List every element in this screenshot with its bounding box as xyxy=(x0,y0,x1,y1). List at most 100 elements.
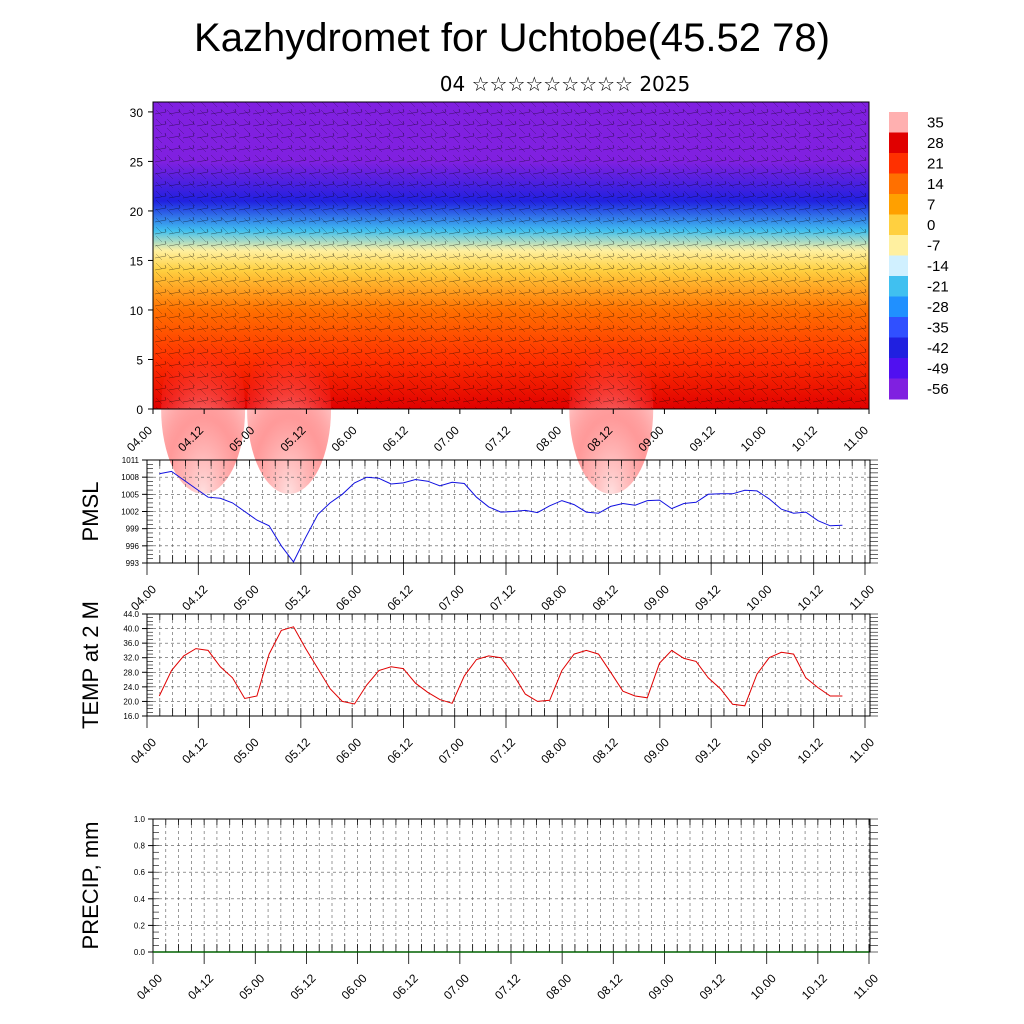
precip-xtick-label: 08.00 xyxy=(543,971,574,1002)
precip-xtick-label: 05.00 xyxy=(236,971,267,1002)
heatmap-xtick-label: 06.00 xyxy=(329,423,360,454)
chart-title: Kazhydromet for Uchtobe(45.52 78) xyxy=(194,16,830,60)
pmsl-xtick-label: 09.00 xyxy=(641,582,672,613)
precip-xtick-label: 06.00 xyxy=(339,971,370,1002)
temp-2m-xtick-label: 09.12 xyxy=(692,735,723,766)
temp-2m-ylabel: TEMP at 2 M xyxy=(78,601,103,729)
temp-2m-xtick-label: 07.12 xyxy=(487,735,518,766)
temp-2m-ytick-label: 16.0 xyxy=(123,712,139,721)
precip-xtick-label: 11.00 xyxy=(851,971,882,1002)
pmsl-xtick-label: 08.00 xyxy=(538,582,569,613)
precip-xtick-label: 08.12 xyxy=(594,971,625,1002)
colorbar-label: -35 xyxy=(927,319,949,336)
colorbar-label: 28 xyxy=(927,135,944,152)
pmsl-ytick-label: 1008 xyxy=(121,473,139,482)
heatmap-xtick-label: 07.00 xyxy=(431,423,462,454)
heatmap-ytick-label: 25 xyxy=(130,155,144,169)
temp-2m-ytick-label: 36.0 xyxy=(123,639,139,648)
heatmap-ytick-label: 30 xyxy=(130,106,144,120)
chart-subtitle: 04 ☆☆☆☆☆☆☆☆☆ 2025 xyxy=(439,72,691,96)
precip-ytick-label: 1.0 xyxy=(134,815,146,824)
pmsl-ytick-label: 996 xyxy=(126,542,140,551)
precip-xtick-label: 06.12 xyxy=(390,971,421,1002)
pmsl-frame xyxy=(146,459,871,564)
temp-2m-xtick-label: 10.12 xyxy=(795,735,826,766)
pmsl-xtick-label: 06.12 xyxy=(384,582,415,613)
temp-2m-xtick-label: 06.12 xyxy=(384,735,415,766)
temp-2m-ytick-label: 24.0 xyxy=(123,683,139,692)
pmsl-ytick-label: 999 xyxy=(126,525,140,534)
temp-2m-xtick-label: 05.12 xyxy=(282,735,313,766)
heatmap-xtick-label: 09.12 xyxy=(687,423,718,454)
colorbar-label: -14 xyxy=(927,258,949,275)
colorbar-label: -7 xyxy=(927,237,940,254)
colorbar-swatch xyxy=(889,194,908,215)
pmsl-xtick-label: 11.00 xyxy=(847,582,878,613)
colorbar-label: -21 xyxy=(927,278,949,295)
precip-ytick-label: 0.2 xyxy=(134,921,146,930)
pmsl-xtick-label: 04.00 xyxy=(128,582,159,613)
pmsl-line xyxy=(159,470,843,563)
colorbar-swatch xyxy=(889,296,908,318)
pmsl-xtick-label: 06.00 xyxy=(333,582,364,613)
temp-2m-xtick-label: 11.00 xyxy=(847,735,878,766)
heatmap-xtick-label: 08.00 xyxy=(533,423,564,454)
temp-2m-xtick-label: 08.12 xyxy=(590,735,621,766)
temp-2m-xtick-label: 04.12 xyxy=(179,735,210,766)
pmsl-ytick-label: 993 xyxy=(126,559,140,568)
temp-2m-line xyxy=(158,626,843,707)
colorbar-swatch xyxy=(889,132,908,154)
temp-2m-xtick-label: 04.00 xyxy=(128,735,159,766)
colorbar-swatch xyxy=(889,378,908,400)
precip-xtick-label: 05.12 xyxy=(287,971,318,1002)
precip-xtick-label: 09.12 xyxy=(697,971,728,1002)
temp-2m-frame xyxy=(146,613,871,717)
temp-2m-ytick-label: 32.0 xyxy=(123,654,139,663)
heatmap-xtick-label: 10.00 xyxy=(738,423,769,454)
pmsl-ytick-label: 1005 xyxy=(121,490,139,499)
pmsl-xtick-label: 07.00 xyxy=(436,582,467,613)
colorbar-label: -42 xyxy=(927,340,949,357)
heatmap-xtick-label: 04.00 xyxy=(124,423,155,454)
heatmap-ytick-label: 0 xyxy=(136,403,143,417)
colorbar-swatch xyxy=(889,337,908,359)
temp-2m-ytick-label: 28.0 xyxy=(123,668,139,677)
precip-ytick-label: 0.0 xyxy=(134,948,146,957)
precip-xtick-label: 04.00 xyxy=(134,971,165,1002)
colorbar-swatch xyxy=(889,358,908,379)
heatmap-xtick-label: 11.00 xyxy=(841,423,872,454)
temp-2m-xtick-label: 07.00 xyxy=(436,735,467,766)
colorbar-label: -56 xyxy=(927,381,949,398)
pmsl-xtick-label: 05.00 xyxy=(231,582,262,613)
precip-ylabel: PRECIP, mm xyxy=(78,822,103,950)
precip-ytick-label: 0.4 xyxy=(134,895,146,904)
colorbar-swatch xyxy=(889,214,908,236)
heatmap-ytick-label: 10 xyxy=(130,304,144,318)
colorbar-swatch xyxy=(889,112,908,133)
temp-2m-xtick-label: 06.00 xyxy=(333,735,364,766)
heatmap-xtick-label: 07.12 xyxy=(482,423,513,454)
colorbar-label: -49 xyxy=(927,360,949,377)
temp-2m-ytick-label: 44.0 xyxy=(123,610,139,619)
colorbar-swatch xyxy=(889,317,908,338)
pmsl-xtick-label: 10.00 xyxy=(743,582,774,613)
temp-2m-xtick-label: 09.00 xyxy=(641,735,672,766)
temp-2m-ytick-label: 40.0 xyxy=(123,625,139,634)
pmsl-ylabel: PMSL xyxy=(78,482,103,542)
heatmap-ytick-label: 20 xyxy=(130,205,144,219)
colorbar-swatch xyxy=(889,173,908,195)
pmsl-xtick-label: 08.12 xyxy=(590,582,621,613)
pmsl-xtick-label: 09.12 xyxy=(692,582,723,613)
precip-xtick-label: 07.12 xyxy=(492,971,523,1002)
heatmap-ytick-label: 15 xyxy=(130,254,144,268)
pmsl-xtick-label: 07.12 xyxy=(487,582,518,613)
wind-barbs-secondary xyxy=(153,102,869,409)
temp-2m-xtick-label: 08.00 xyxy=(538,735,569,766)
temp-2m-xtick-label: 05.00 xyxy=(231,735,262,766)
precip-xtick-label: 10.12 xyxy=(799,971,830,1002)
colorbar-label: 21 xyxy=(927,155,944,172)
precip-xtick-label: 09.00 xyxy=(645,971,676,1002)
colorbar-swatch xyxy=(889,153,908,174)
precip-xtick-label: 10.00 xyxy=(748,971,779,1002)
